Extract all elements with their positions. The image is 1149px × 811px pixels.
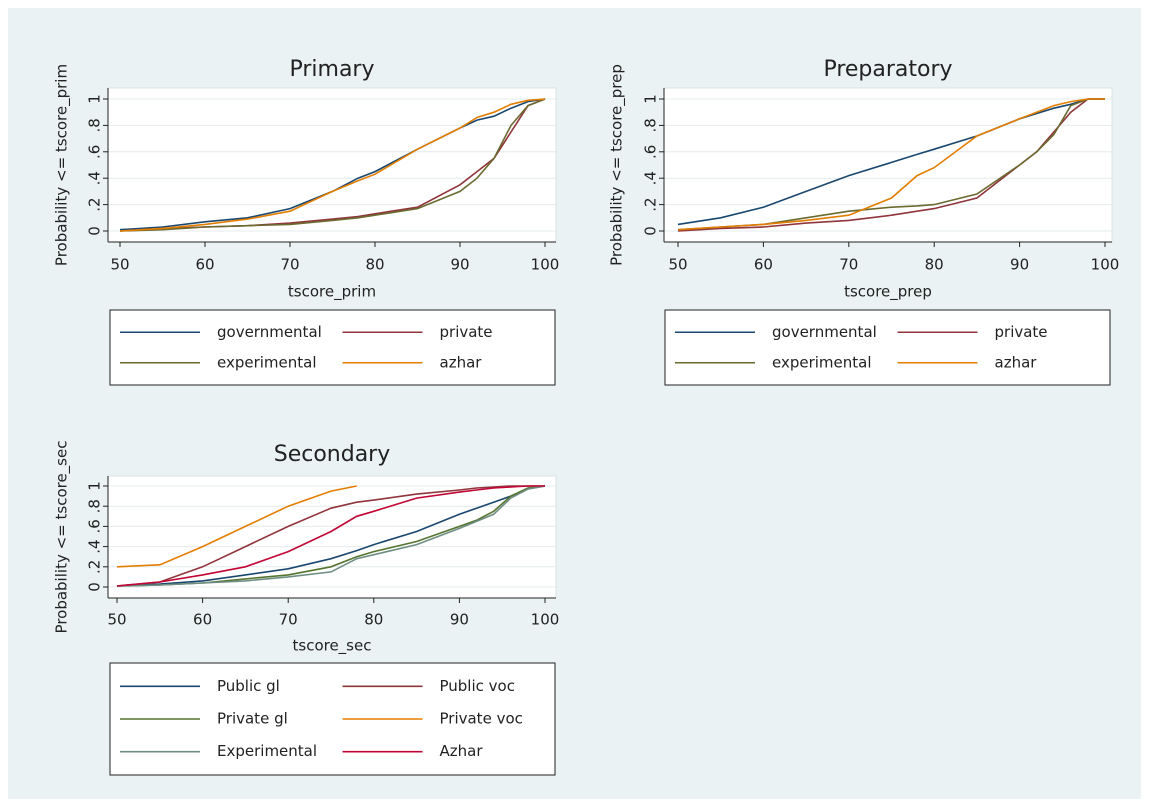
legend-label: azhar xyxy=(440,353,483,371)
x-tick-label: 80 xyxy=(925,256,944,274)
y-tick-label: 0 xyxy=(86,582,104,592)
cdf-line xyxy=(119,98,546,232)
y-tick-label: .4 xyxy=(86,539,104,553)
y-tick-label: .2 xyxy=(642,197,660,211)
y-tick-label: .6 xyxy=(642,145,660,159)
y-tick-label: .8 xyxy=(86,499,104,513)
x-tick-label: 60 xyxy=(193,611,212,629)
y-tick-label: .8 xyxy=(86,118,104,132)
x-tick-label: 70 xyxy=(279,611,298,629)
y-tick-label: 1 xyxy=(86,94,104,104)
x-tick-label: 80 xyxy=(365,256,384,274)
legend-label: Private gl xyxy=(217,710,288,728)
cdf-line xyxy=(677,98,1105,226)
x-tick-label: 70 xyxy=(280,256,299,274)
cdf-line xyxy=(116,485,545,587)
x-tick-label: 90 xyxy=(450,256,469,274)
y-axis-title: Probability <= tscore_prep xyxy=(608,64,627,266)
y-tick-label: .6 xyxy=(86,519,104,533)
cdf-line xyxy=(116,485,357,568)
x-tick-label: 100 xyxy=(531,611,560,629)
x-tick-label: 50 xyxy=(107,611,126,629)
plot-region xyxy=(107,87,557,243)
y-tick-label: .6 xyxy=(86,145,104,159)
chart-title: Secondary xyxy=(274,442,391,467)
legend-label: azhar xyxy=(995,353,1038,371)
y-tick-label: .2 xyxy=(86,197,104,211)
y-tick-label: .4 xyxy=(86,171,104,185)
x-tick-label: 90 xyxy=(450,611,469,629)
legend-label: experimental xyxy=(772,353,872,371)
y-tick-label: 1 xyxy=(86,481,104,491)
y-tick-label: .8 xyxy=(642,118,660,132)
cdf-line xyxy=(116,485,546,587)
cdf-line xyxy=(677,98,1105,231)
y-tick-label: 1 xyxy=(642,94,660,104)
x-tick-label: 60 xyxy=(754,256,773,274)
x-tick-label: 100 xyxy=(1091,256,1120,274)
legend-label: governmental xyxy=(217,323,322,341)
y-tick-label: 0 xyxy=(86,226,104,236)
x-tick-label: 100 xyxy=(531,256,560,274)
legend-label: private xyxy=(440,323,493,341)
cdf-line xyxy=(119,98,546,232)
legend-label: Private voc xyxy=(440,710,523,728)
legend-label: Public gl xyxy=(217,677,280,695)
legend-label: Experimental xyxy=(217,742,317,760)
cdf-line xyxy=(677,98,1105,231)
legend-label: Public voc xyxy=(440,677,515,695)
x-axis-title: tscore_prep xyxy=(844,283,932,302)
y-tick-label: 0 xyxy=(642,226,660,236)
chart-title: Primary xyxy=(289,57,374,82)
x-tick-label: 50 xyxy=(110,256,129,274)
x-tick-label: 50 xyxy=(668,256,687,274)
x-tick-label: 80 xyxy=(364,611,383,629)
x-tick-label: 70 xyxy=(839,256,858,274)
legend-label: experimental xyxy=(217,353,317,371)
x-tick-label: 60 xyxy=(195,256,214,274)
y-axis-title: Probability <= tscore_prim xyxy=(53,64,72,266)
y-tick-label: .2 xyxy=(86,560,104,574)
y-tick-label: .4 xyxy=(642,171,660,185)
cdf-line xyxy=(116,485,546,587)
cdf-line xyxy=(677,98,1105,232)
cdf-line xyxy=(116,485,545,587)
chart-title: Preparatory xyxy=(823,57,952,82)
cdf-line xyxy=(119,98,546,231)
y-axis-title: Probability <= tscore_sec xyxy=(53,441,72,634)
x-axis-title: tscore_sec xyxy=(293,637,372,656)
legend-box xyxy=(109,309,556,386)
legend-box xyxy=(664,309,1111,386)
x-axis-title: tscore_prim xyxy=(288,283,376,302)
legend-label: governmental xyxy=(772,323,877,341)
x-tick-label: 90 xyxy=(1010,256,1029,274)
legend-label: Azhar xyxy=(440,742,484,760)
legend-label: private xyxy=(995,323,1048,341)
